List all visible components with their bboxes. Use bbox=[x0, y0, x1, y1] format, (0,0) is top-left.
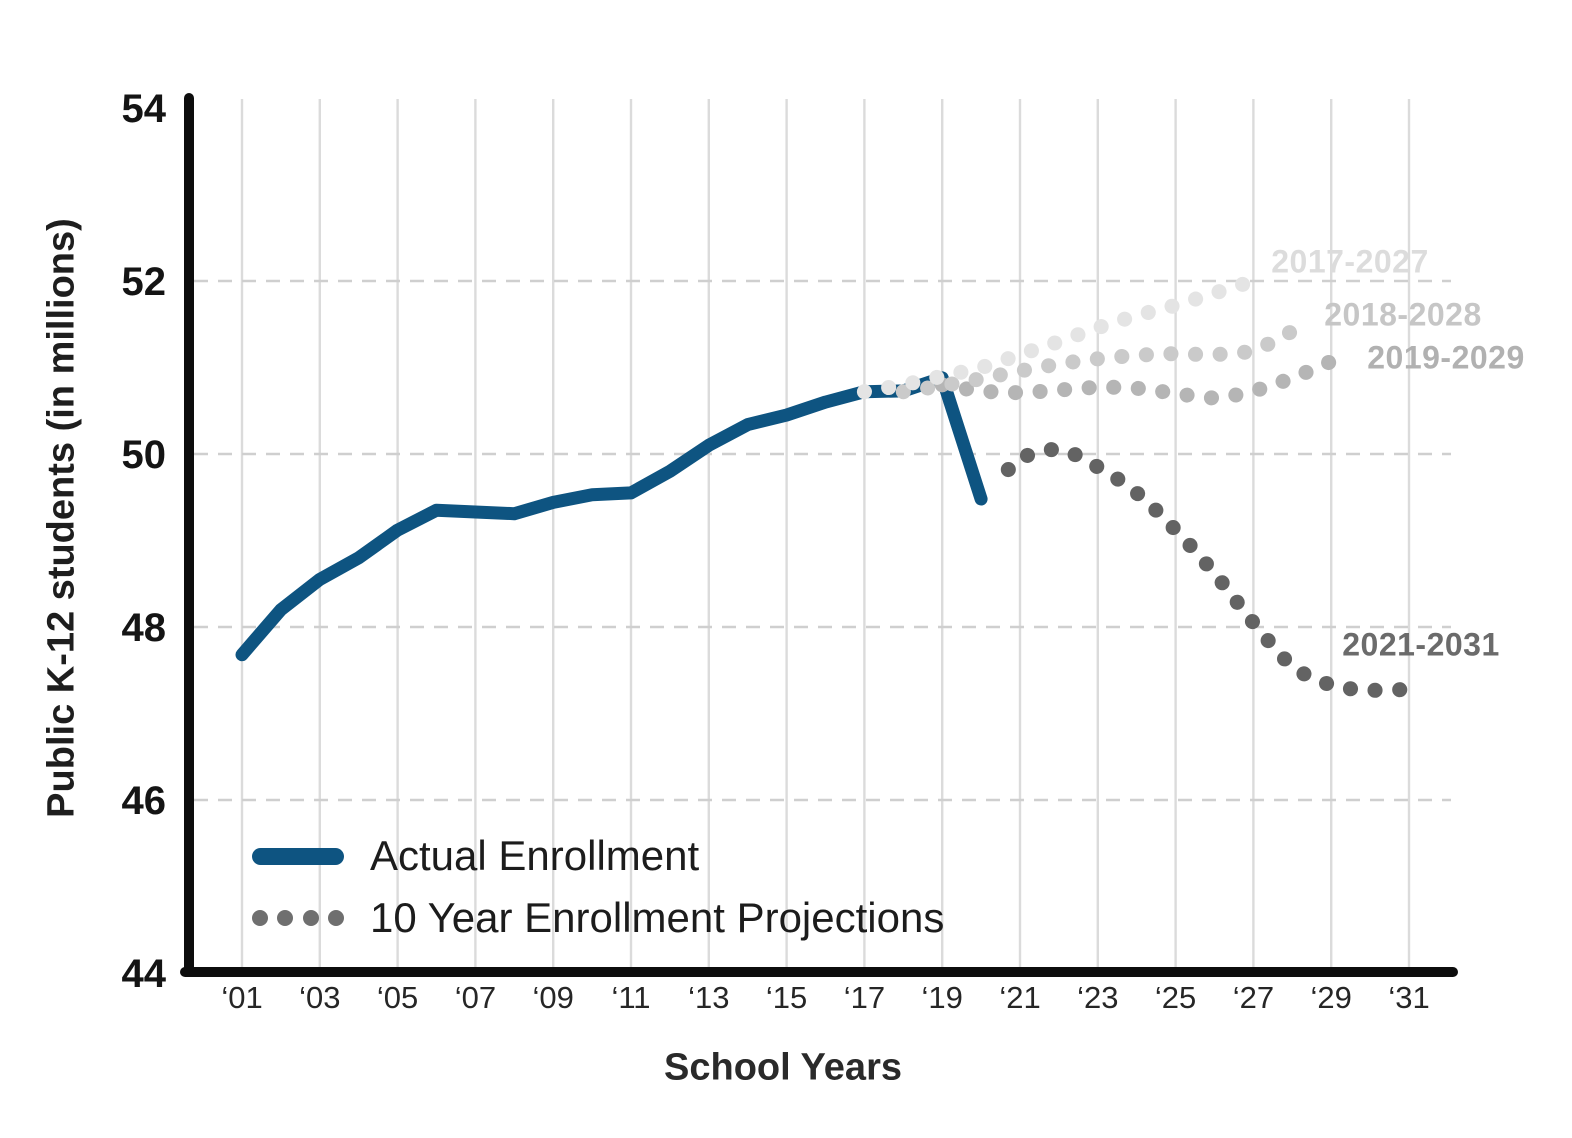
series-actual-enrollment bbox=[235, 371, 988, 662]
series-label-2021-2031: 2021-2031 bbox=[1342, 626, 1500, 663]
y-tick-label: 46 bbox=[122, 779, 167, 823]
x-tick-label: ‘19 bbox=[922, 980, 963, 1015]
legend-label-actual-enrollment: Actual Enrollment bbox=[370, 832, 700, 879]
legend-dot bbox=[277, 910, 294, 926]
legend-label-projections: 10 Year Enrollment Projections bbox=[370, 894, 945, 941]
y-tick-label: 48 bbox=[122, 606, 167, 650]
x-tick-label: ‘29 bbox=[1311, 980, 1352, 1015]
legend-dot bbox=[302, 910, 319, 926]
series-projection-2019-2029 bbox=[934, 353, 1339, 406]
x-tick-label: ‘31 bbox=[1388, 980, 1429, 1015]
y-tick-label: 52 bbox=[122, 260, 167, 304]
series-label-2019-2029: 2019-2029 bbox=[1367, 339, 1525, 376]
x-tick-label: ‘25 bbox=[1155, 980, 1196, 1015]
legend-line-swatch bbox=[252, 847, 344, 865]
x-tick-label: ‘21 bbox=[999, 980, 1040, 1015]
legend-dot bbox=[327, 910, 344, 926]
x-tick-label: ‘03 bbox=[299, 980, 340, 1015]
x-tick-label: ‘17 bbox=[844, 980, 885, 1015]
y-tick-label: 54 bbox=[122, 87, 167, 131]
series-projection-2018-2028 bbox=[895, 323, 1300, 400]
x-tick-label: ‘11 bbox=[611, 980, 650, 1015]
x-tick-label: ‘01 bbox=[221, 980, 262, 1015]
y-tick-label: 44 bbox=[122, 952, 167, 996]
legend-item-projections: 10 Year Enrollment Projections bbox=[252, 894, 945, 941]
x-tick-label: ‘05 bbox=[377, 980, 418, 1015]
series-projection-2021-2031 bbox=[1000, 442, 1417, 698]
x-axis-title: School Years bbox=[664, 1046, 902, 1089]
legend-dot bbox=[252, 910, 268, 926]
series-projection-2017-2027 bbox=[856, 273, 1261, 400]
legend-dots-swatch bbox=[252, 910, 344, 926]
legend-item-actual-enrollment: Actual Enrollment bbox=[252, 832, 700, 879]
y-tick-label: 50 bbox=[122, 433, 167, 477]
x-tick-label: ‘23 bbox=[1077, 980, 1118, 1015]
series-label-2018-2028: 2018-2028 bbox=[1324, 296, 1482, 333]
series-label-2017-2027: 2017-2027 bbox=[1271, 243, 1429, 280]
x-tick-label: ‘09 bbox=[533, 980, 574, 1015]
x-tick-label: ‘07 bbox=[455, 980, 496, 1015]
y-axis-title: Public K-12 students (in millions) bbox=[40, 218, 83, 818]
x-tick-label: ‘15 bbox=[766, 980, 807, 1015]
x-tick-label: ‘27 bbox=[1233, 980, 1274, 1015]
x-tick-label: ‘13 bbox=[688, 980, 729, 1015]
